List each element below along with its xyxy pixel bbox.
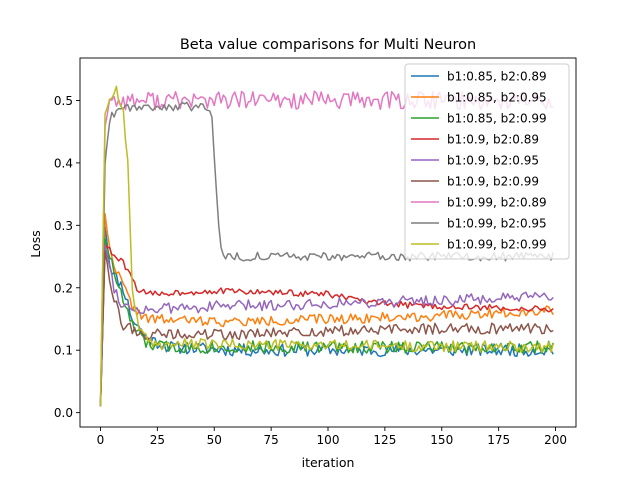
x-tick-label: 50 <box>207 433 222 447</box>
x-tick-label: 150 <box>430 433 453 447</box>
x-axis-label: iteration <box>302 455 355 470</box>
legend-label-9: b1:0.99, b2:0.99 <box>447 238 547 252</box>
legend-label-3: b1:0.85, b2:0.99 <box>447 112 547 126</box>
legend-box <box>404 63 570 260</box>
legend-label-5: b1:0.9, b2:0.95 <box>447 154 539 168</box>
x-tick-label: 75 <box>263 433 278 447</box>
series-line-9 <box>99 85 554 407</box>
series-line-2 <box>99 212 554 407</box>
series-line-5 <box>99 244 554 407</box>
legend-label-6: b1:0.9, b2:0.99 <box>447 175 539 189</box>
x-tick-label: 100 <box>317 433 340 447</box>
legend: b1:0.85, b2:0.89 b1:0.85, b2:0.95 b1:0.85,… <box>404 63 570 260</box>
x-tick-label: 25 <box>150 433 165 447</box>
legend-label-8: b1:0.99, b2:0.95 <box>447 217 547 231</box>
y-tick-label: 0.2 <box>54 281 73 295</box>
legend-label-4: b1:0.9, b2:0.89 <box>447 133 539 147</box>
chart-title: Beta value comparisons for Multi Neuron <box>180 37 476 53</box>
y-tick-label: 0.3 <box>54 219 73 233</box>
x-tick-label: 200 <box>544 433 567 447</box>
y-tick-label: 0.1 <box>54 344 73 358</box>
legend-label-2: b1:0.85, b2:0.95 <box>447 91 547 105</box>
series-line-6 <box>99 250 554 407</box>
x-tick-label: 175 <box>487 433 510 447</box>
y-tick-label: 0.4 <box>54 156 73 170</box>
legend-label-7: b1:0.99, b2:0.89 <box>447 196 547 210</box>
y-tick-label: 0.5 <box>54 94 73 108</box>
legend-label-1: b1:0.85, b2:0.89 <box>447 70 547 84</box>
y-tick-label: 0.0 <box>54 406 73 420</box>
series-line-4 <box>99 243 554 407</box>
x-tick-label: 125 <box>373 433 396 447</box>
y-axis-label: Loss <box>28 230 43 257</box>
x-tick-label: 0 <box>97 433 105 447</box>
axes-group: 0 25 50 75 100 125 150 175 200 0.0 0.1 0.2 0.3 0.4 0.5 <box>54 57 577 447</box>
